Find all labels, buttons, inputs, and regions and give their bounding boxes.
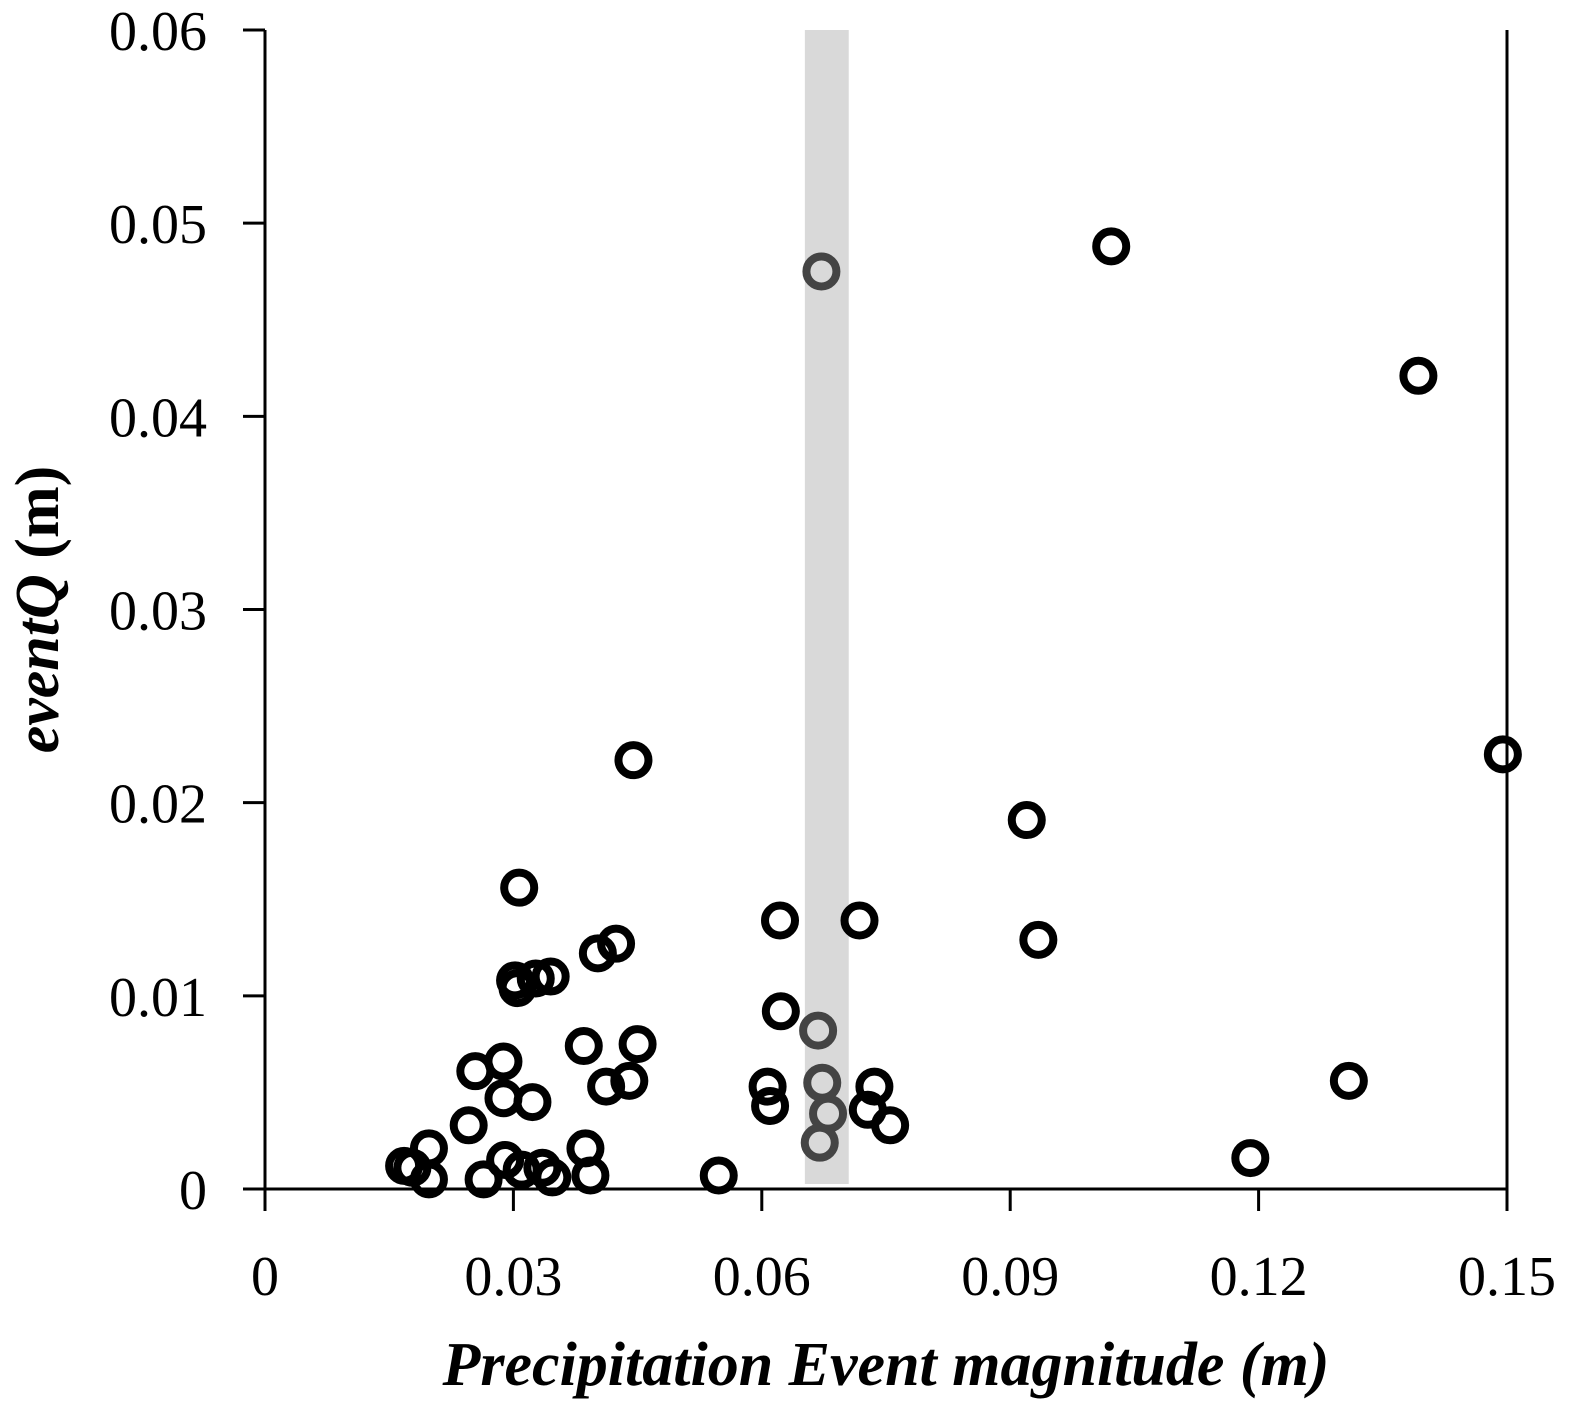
x-tick-label: 0.06 [713,1246,811,1308]
y-ticks: 0 0.01 0.02 0.03 0.04 0.05 0.06 [109,1,265,1222]
y-axis-title-unit: (m) [4,466,72,574]
data-point [1092,227,1131,266]
x-axis-title: Precipitation Event magnitude (m) [442,1331,1330,1399]
y-tick-label: 0.03 [109,581,207,643]
y-tick-label: 0.06 [109,1,207,63]
data-point [871,1106,910,1145]
y-tick-label: 0.04 [109,387,207,449]
data-point [464,1160,503,1199]
data-point [855,1067,894,1106]
data-point [531,957,570,996]
data-points [385,227,1522,1199]
x-tick-label: 0.12 [1210,1246,1308,1308]
x-ticks: 0 0.03 0.06 0.09 0.12 0.15 [251,1189,1556,1308]
x-tick-label: 0.15 [1458,1246,1556,1308]
data-point [610,1061,649,1100]
data-point [533,1158,572,1197]
x-tick-label: 0.03 [464,1246,562,1308]
y-tick-label: 0.05 [109,194,207,256]
data-point [484,1042,523,1081]
data-point [618,1025,657,1064]
data-point [500,868,539,907]
data-point [597,924,636,963]
data-point [614,741,653,780]
y-axis-title-quantity: eventQ [4,574,72,753]
highlight-band [804,30,849,1184]
data-point [751,1086,790,1125]
data-point [409,1160,448,1199]
data-point [761,992,800,1031]
data-point [449,1106,488,1145]
data-point [748,1067,787,1106]
y-tick-label: 0.02 [109,774,207,836]
data-point [1329,1061,1368,1100]
data-point [1231,1139,1270,1178]
data-point [513,1083,552,1122]
x-tick-label: 0 [251,1246,279,1308]
data-point-highlighted [809,1094,848,1133]
data-point-highlighted [802,252,841,291]
data-point [564,1027,603,1066]
y-tick-label: 0.01 [109,967,207,1029]
y-axis-title: eventQ (m) [4,466,72,754]
data-point [761,901,800,940]
x-tick-label: 0.09 [961,1246,1059,1308]
data-point [516,959,555,998]
data-point [1019,920,1058,959]
y-tick-label: 0 [179,1160,207,1222]
data-point [587,1067,626,1106]
data-point-highlighted [799,1011,838,1050]
data-point [840,901,879,940]
data-point [1399,356,1438,395]
data-point [1483,735,1522,774]
data-point [1007,801,1046,840]
